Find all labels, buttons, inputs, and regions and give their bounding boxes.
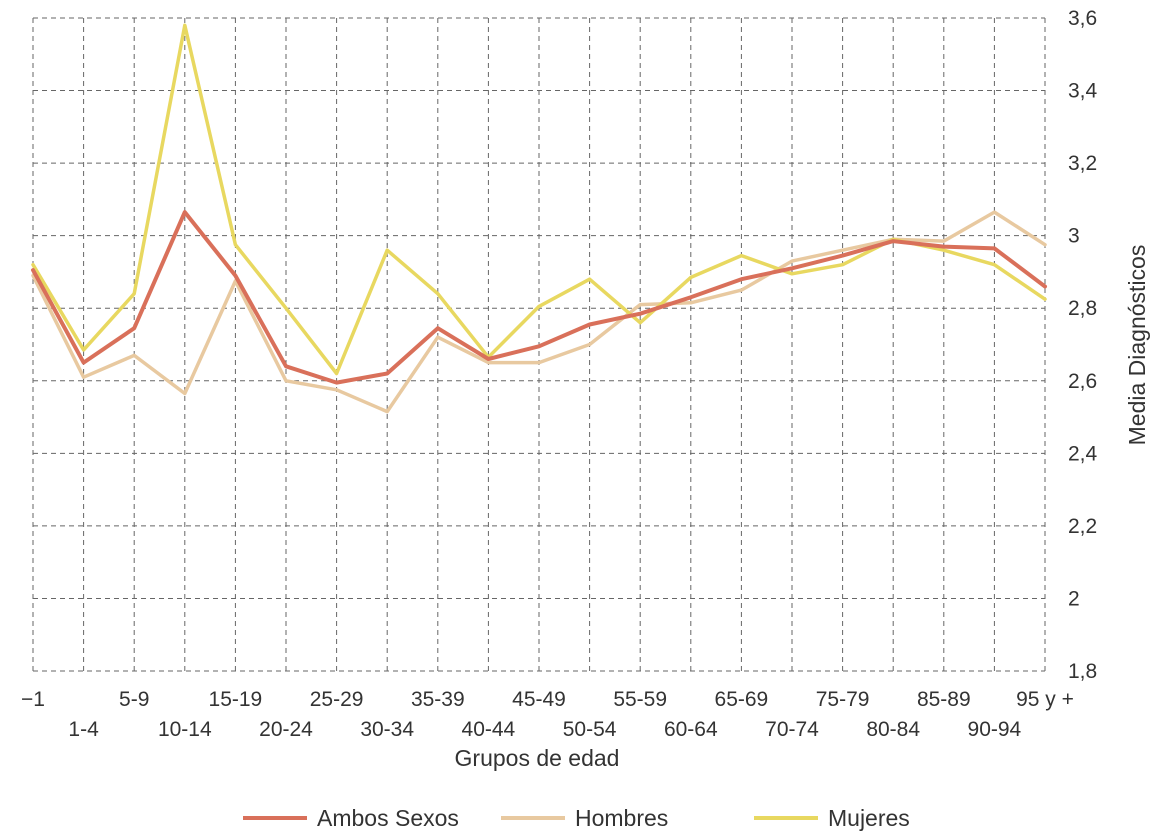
x-tick-label: 60-64 — [664, 718, 718, 741]
y-tick-label: 2 — [1068, 587, 1080, 610]
x-tick-label: 25-29 — [310, 688, 364, 711]
y-axis-ticks: 1,8 2 2,2 2,4 2,6 2,8 3 3,2 3,4 3,6 — [1068, 7, 1098, 683]
x-tick-label: 40-44 — [462, 718, 516, 741]
x-tick-label: 95 y + — [1016, 688, 1074, 711]
y-tick-label: 3,6 — [1068, 7, 1097, 30]
x-axis-title: Grupos de edad — [455, 745, 620, 771]
x-tick-label: 10-14 — [158, 718, 212, 741]
x-tick-label: 55-59 — [613, 688, 667, 711]
x-tick-label: 70-74 — [765, 718, 819, 741]
x-tick-label: 80-84 — [866, 718, 920, 741]
series-layer — [31, 23, 1047, 414]
y-tick-label: 2,4 — [1068, 442, 1098, 465]
x-tick-label: 30-34 — [360, 718, 414, 741]
series-line-2 — [31, 210, 1047, 414]
legend-label: Ambos Sexos — [317, 805, 459, 831]
x-tick-label: 5-9 — [119, 688, 149, 711]
x-tick-label: 45-49 — [512, 688, 566, 711]
legend: Ambos Sexos Hombres Mujeres — [243, 805, 910, 831]
series-line-1 — [31, 210, 1047, 385]
y-tick-label: 3 — [1068, 225, 1080, 248]
y-tick-label: 2,2 — [1068, 515, 1097, 538]
x-tick-label: 85-89 — [917, 688, 971, 711]
x-tick-label: 15-19 — [209, 688, 263, 711]
x-tick-label: 65-69 — [715, 688, 769, 711]
x-tick-label: −1 — [21, 688, 45, 711]
legend-label: Hombres — [575, 805, 668, 831]
x-tick-label: 50-54 — [563, 718, 617, 741]
x-tick-label: 35-39 — [411, 688, 465, 711]
x-tick-label: 1-4 — [68, 718, 99, 741]
x-tick-label: 20-24 — [259, 718, 313, 741]
y-tick-label: 3,4 — [1068, 80, 1098, 103]
y-tick-label: 3,2 — [1068, 152, 1097, 175]
y-axis-title: Media Diagnósticos — [1124, 245, 1150, 446]
x-axis-ticks: −1 1-4 5-9 10-14 15-19 20-24 25-29 30-34 35-39 40… — [21, 688, 1074, 741]
x-tick-label: 90-94 — [968, 718, 1022, 741]
y-tick-label: 2,8 — [1068, 297, 1097, 320]
legend-label: Mujeres — [828, 805, 910, 831]
y-tick-label: 1,8 — [1068, 660, 1097, 683]
y-tick-label: 2,6 — [1068, 370, 1097, 393]
x-tick-label: 75-79 — [816, 688, 870, 711]
